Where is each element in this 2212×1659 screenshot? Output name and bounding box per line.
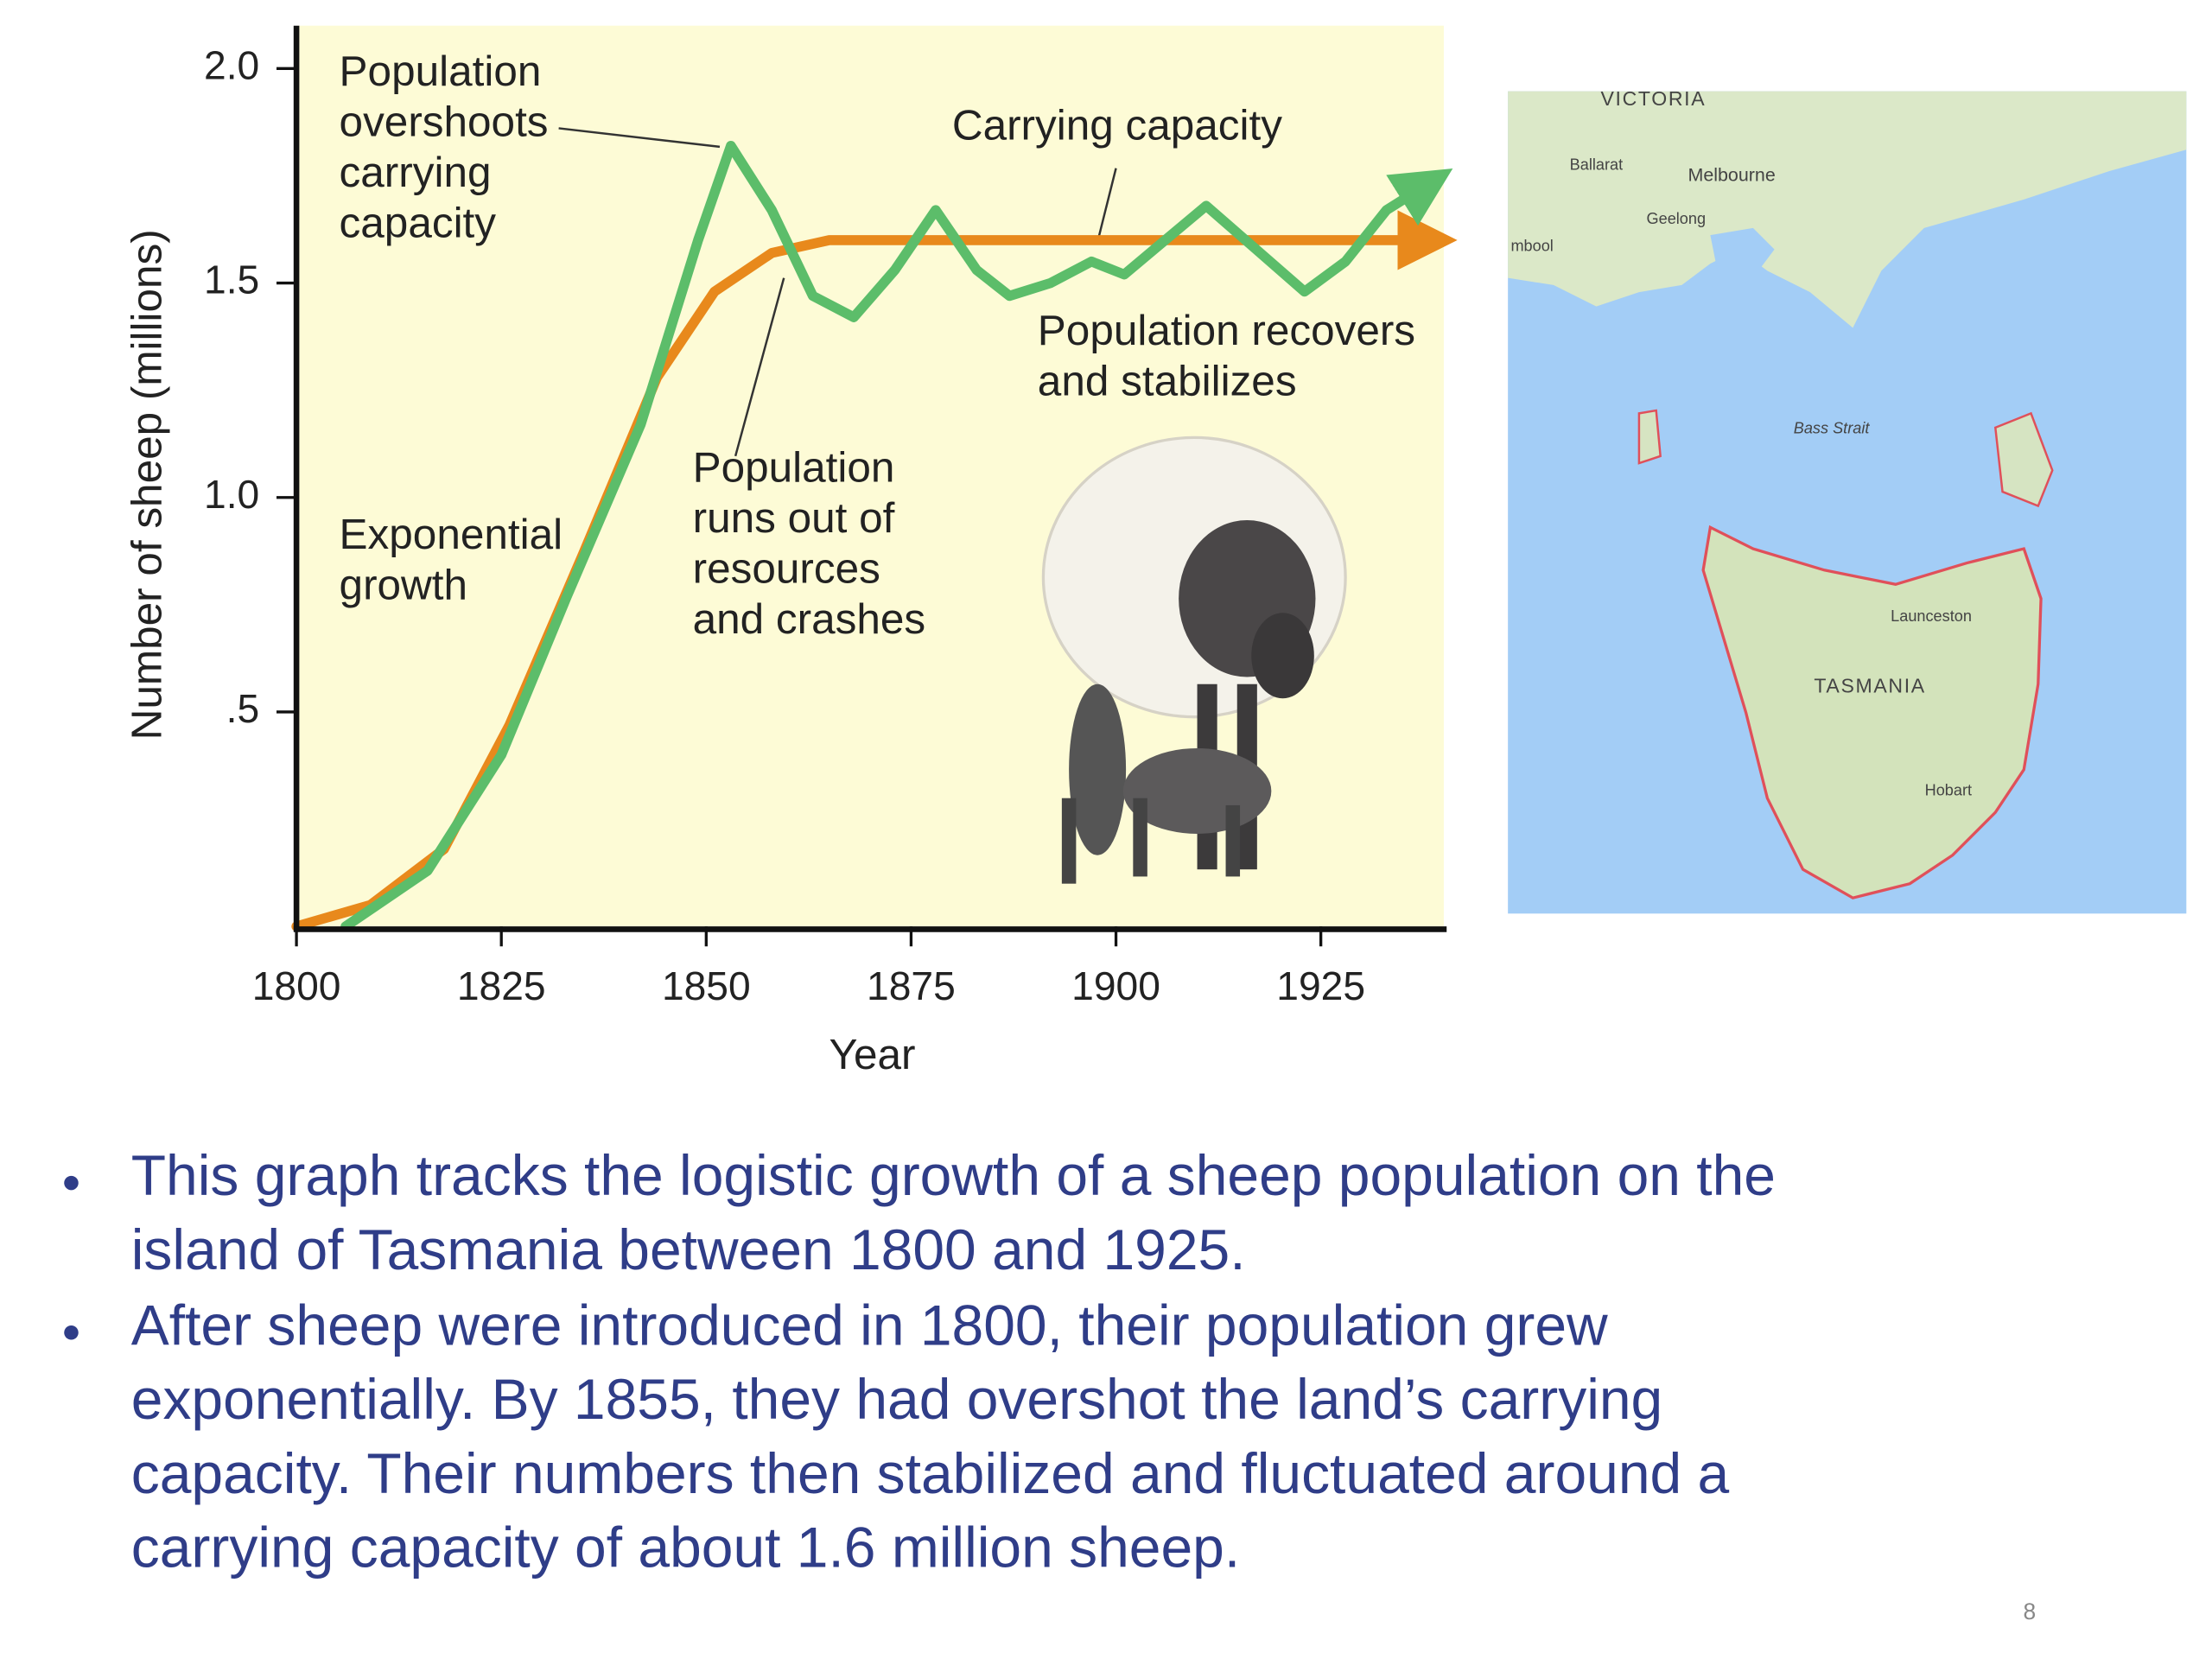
y-tick-label: .5 xyxy=(226,686,260,731)
bullet-line: This graph tracks the logistic growth of… xyxy=(131,1143,1776,1207)
map-label: mbool xyxy=(1510,237,1553,254)
chart: .5 1.0 1.5 2.0 1800 1825 1850 1875 1900 1925 Popul… xyxy=(204,43,1458,1008)
x-tick-label: 1900 xyxy=(1071,963,1160,1008)
bullet-line: After sheep were introduced in 1800, the… xyxy=(131,1293,1608,1357)
bullet-text: This graph tracks the logistic growth of… xyxy=(131,1143,1776,1580)
bullets xyxy=(64,1175,79,1340)
annotation: Population recovers xyxy=(1038,307,1415,354)
map-label: Hobart xyxy=(1925,781,1972,798)
leader-lines xyxy=(558,127,1117,457)
map-label: Ballarat xyxy=(1570,156,1623,173)
map-label: TASMANIA xyxy=(1814,675,1925,697)
sheep-photo xyxy=(1041,435,1347,884)
y-axis-title: Number of sheep (millions) xyxy=(123,229,170,740)
annotation: overshoots xyxy=(340,98,549,145)
map: VICTORIA Ballarat Melbourne Geelong mboo… xyxy=(1508,87,2187,914)
bullet-line: capacity. Their numbers then stabilized … xyxy=(131,1441,1730,1505)
x-tick-label: 1875 xyxy=(867,963,956,1008)
x-tick-label: 1800 xyxy=(252,963,341,1008)
annotation: and crashes xyxy=(693,595,925,643)
map-label: Melbourne xyxy=(1688,164,1775,185)
annotation: and stabilizes xyxy=(1038,358,1297,405)
map-label: VICTORIA xyxy=(1601,87,1707,110)
map-label: Bass Strait xyxy=(1794,419,1871,436)
x-tick-label: 1825 xyxy=(457,963,546,1008)
page-number: 8 xyxy=(2024,1599,2037,1624)
annotation: carrying xyxy=(340,149,492,196)
annotation: Carrying capacity xyxy=(952,102,1282,149)
x-tick-label: 1850 xyxy=(662,963,751,1008)
y-tick-label: 1.5 xyxy=(204,257,259,302)
map-label: Launceston xyxy=(1891,607,1972,625)
x-axis-title: Year xyxy=(830,1031,916,1078)
annotation: capacity xyxy=(340,200,497,247)
map-label: Geelong xyxy=(1647,210,1707,227)
annotation: growth xyxy=(340,561,467,608)
y-tick-label: 1.0 xyxy=(204,472,259,517)
annotation: Population xyxy=(340,48,542,95)
annotation: Population xyxy=(693,443,895,491)
y-tick-label: 2.0 xyxy=(204,43,259,88)
x-tick-label: 1925 xyxy=(1276,963,1365,1008)
annotation: Exponential xyxy=(340,511,563,558)
bullet-line: island of Tasmania between 1800 and 1925… xyxy=(131,1217,1246,1281)
series-line xyxy=(340,140,1453,931)
annotation: resources xyxy=(693,545,880,593)
annotation: runs out of xyxy=(693,494,895,542)
bullet-line: exponentially. By 1855, they had oversho… xyxy=(131,1367,1663,1431)
bullet-line: carrying capacity of about 1.6 million s… xyxy=(131,1516,1240,1580)
